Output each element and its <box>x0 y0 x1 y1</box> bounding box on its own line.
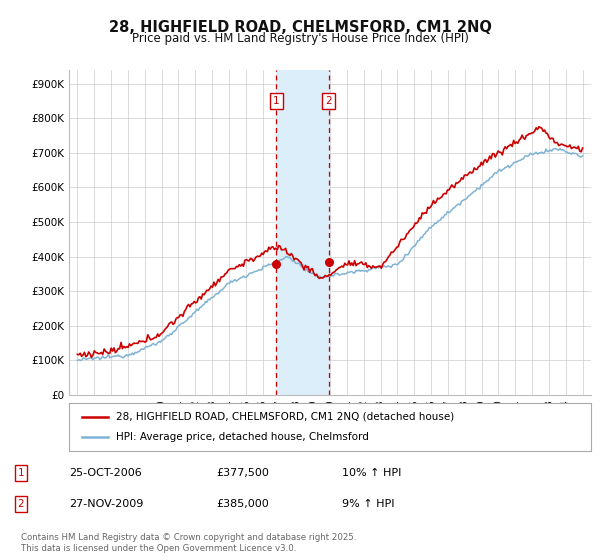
Text: 27-NOV-2009: 27-NOV-2009 <box>69 499 143 509</box>
Text: 25-OCT-2006: 25-OCT-2006 <box>69 468 142 478</box>
Text: 28, HIGHFIELD ROAD, CHELMSFORD, CM1 2NQ (detached house): 28, HIGHFIELD ROAD, CHELMSFORD, CM1 2NQ … <box>116 412 454 422</box>
Bar <box>276 70 329 395</box>
Text: £385,000: £385,000 <box>216 499 269 509</box>
Text: Contains HM Land Registry data © Crown copyright and database right 2025.
This d: Contains HM Land Registry data © Crown c… <box>21 533 356 553</box>
Text: 1: 1 <box>17 468 25 478</box>
Text: 28, HIGHFIELD ROAD, CHELMSFORD, CM1 2NQ: 28, HIGHFIELD ROAD, CHELMSFORD, CM1 2NQ <box>109 20 491 35</box>
Text: 10% ↑ HPI: 10% ↑ HPI <box>342 468 401 478</box>
Text: 1: 1 <box>273 96 280 106</box>
Text: HPI: Average price, detached house, Chelmsford: HPI: Average price, detached house, Chel… <box>116 432 369 442</box>
Text: 2: 2 <box>325 96 332 106</box>
Text: £377,500: £377,500 <box>216 468 269 478</box>
Text: 2: 2 <box>17 499 25 509</box>
Text: 9% ↑ HPI: 9% ↑ HPI <box>342 499 395 509</box>
Text: Price paid vs. HM Land Registry's House Price Index (HPI): Price paid vs. HM Land Registry's House … <box>131 32 469 45</box>
